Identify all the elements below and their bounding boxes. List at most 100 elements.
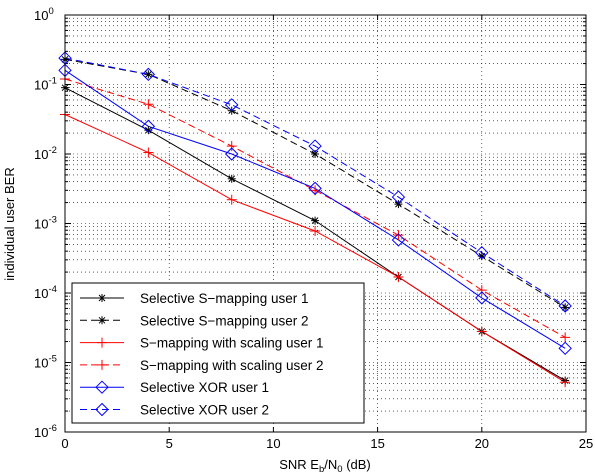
y-tick-label-exponent: -3 (48, 215, 56, 226)
y-tick-label-base: 10 (34, 147, 48, 162)
marker-stroke (228, 175, 236, 183)
y-tick-label-exponent: -6 (48, 423, 56, 434)
marker-shape (308, 181, 322, 196)
marker-shape (391, 190, 406, 204)
legend-label-6: Selective XOR user 2 (140, 403, 269, 418)
y-tick-label-exponent: 0 (48, 6, 53, 17)
data-point-plus (476, 326, 487, 337)
marker-stroke (395, 200, 402, 208)
data-point-diamond (141, 119, 156, 134)
data-point-diamond (308, 139, 322, 153)
x-tick-label: 15 (370, 436, 384, 451)
data-point-plus (97, 359, 107, 370)
plot-frame (64, 14, 587, 433)
marker-shape (141, 67, 156, 82)
x-axis-label: SNR Eb/N0 (dB) (279, 457, 371, 475)
y-tick-label-exponent: -1 (48, 76, 56, 87)
y-tick-label-base: 10 (34, 8, 48, 23)
y-tick-label: 10-5 (34, 354, 57, 371)
marker-shape (95, 402, 109, 417)
data-point-plus (143, 147, 154, 158)
series-markers (58, 51, 572, 388)
data-point-plus (97, 337, 107, 348)
x-tick-label: 10 (266, 436, 280, 451)
x-tick-label: 5 (166, 436, 173, 451)
data-point-diamond (225, 147, 239, 161)
x-axis-label-sub-0: 0 (337, 464, 342, 475)
y-tick-label: 100 (34, 6, 54, 23)
x-axis-label-sub-b: b (319, 464, 324, 475)
marker-shape (225, 147, 239, 161)
y-tick-label: 10-1 (34, 76, 57, 93)
marker-shape (308, 139, 322, 153)
x-axis-label-tail: (dB) (343, 457, 371, 472)
marker-stroke (478, 252, 486, 260)
data-point-plus (560, 332, 571, 343)
data-point-plus (226, 194, 237, 205)
y-tick-label: 10-2 (34, 145, 57, 162)
data-point-diamond (225, 98, 239, 112)
data-point-plus (393, 230, 404, 241)
y-tick-label: 10-3 (34, 215, 57, 232)
y-tick-label-base: 10 (34, 78, 48, 93)
legend-box (71, 282, 365, 424)
y-tick-label-exponent: -4 (48, 284, 56, 295)
x-tick-label: 20 (475, 436, 489, 451)
data-point-diamond (558, 299, 572, 313)
marker-stroke (145, 70, 152, 78)
marker-shape (475, 291, 489, 305)
legend: Selective S−mapping user 1 Selective S−ma… (71, 282, 365, 424)
x-axis-label-mid: /N (324, 457, 337, 472)
marker-shape (558, 299, 572, 313)
x-tick-labels: 0 5 10 15 20 25 (61, 436, 593, 451)
data-point-plus (560, 377, 571, 388)
data-point-asterisk (394, 200, 403, 209)
data-point-diamond (141, 67, 156, 82)
marker-stroke (145, 126, 152, 134)
marker-shape (141, 119, 156, 134)
marker-shape (475, 245, 489, 260)
data-point-diamond (558, 341, 572, 356)
data-point-asterisk (561, 303, 570, 312)
y-tick-label-base: 10 (34, 286, 48, 301)
y-tick-label-base: 10 (34, 425, 48, 440)
marker-shape (391, 233, 406, 247)
y-tick-label: 10-6 (34, 423, 57, 440)
data-point-diamond (391, 190, 406, 204)
y-tick-label: 10-4 (34, 284, 57, 301)
legend-label-1: Selective S−mapping user 1 (140, 291, 308, 306)
marker-shape (558, 341, 572, 356)
marker-shape (225, 98, 239, 112)
marker-stroke (311, 150, 319, 158)
legend-label-5: Selective XOR user 1 (140, 380, 269, 395)
legend-label-3: S−mapping with scaling user 1 (140, 336, 323, 351)
data-point-diamond (308, 181, 322, 196)
data-point-plus (476, 285, 487, 296)
marker-stroke (98, 294, 106, 302)
data-point-plus (310, 225, 321, 236)
data-point-plus (310, 185, 321, 196)
data-point-plus (393, 271, 404, 282)
data-point-diamond (475, 245, 489, 260)
x-tick-label: 25 (579, 436, 593, 451)
data-point-asterisk (311, 150, 320, 158)
data-point-plus (143, 99, 154, 110)
data-point-diamond (475, 291, 489, 305)
marker-stroke (311, 217, 319, 224)
data-point-diamond (95, 380, 109, 394)
marker-stroke (98, 316, 106, 324)
y-tick-label-base: 10 (34, 356, 48, 371)
data-point-asterisk (311, 216, 320, 225)
x-axis-label-main: SNR E (279, 457, 319, 472)
data-point-asterisk (98, 294, 106, 302)
data-point-diamond (95, 402, 109, 417)
y-tick-label-base: 10 (34, 217, 48, 232)
marker-shape (95, 380, 109, 394)
x-tick-label: 0 (61, 436, 68, 451)
data-point-asterisk (144, 70, 153, 79)
legend-label-4: S−mapping with scaling user 2 (140, 358, 323, 373)
data-point-diamond (391, 233, 406, 247)
y-tick-label-exponent: -5 (48, 354, 56, 365)
